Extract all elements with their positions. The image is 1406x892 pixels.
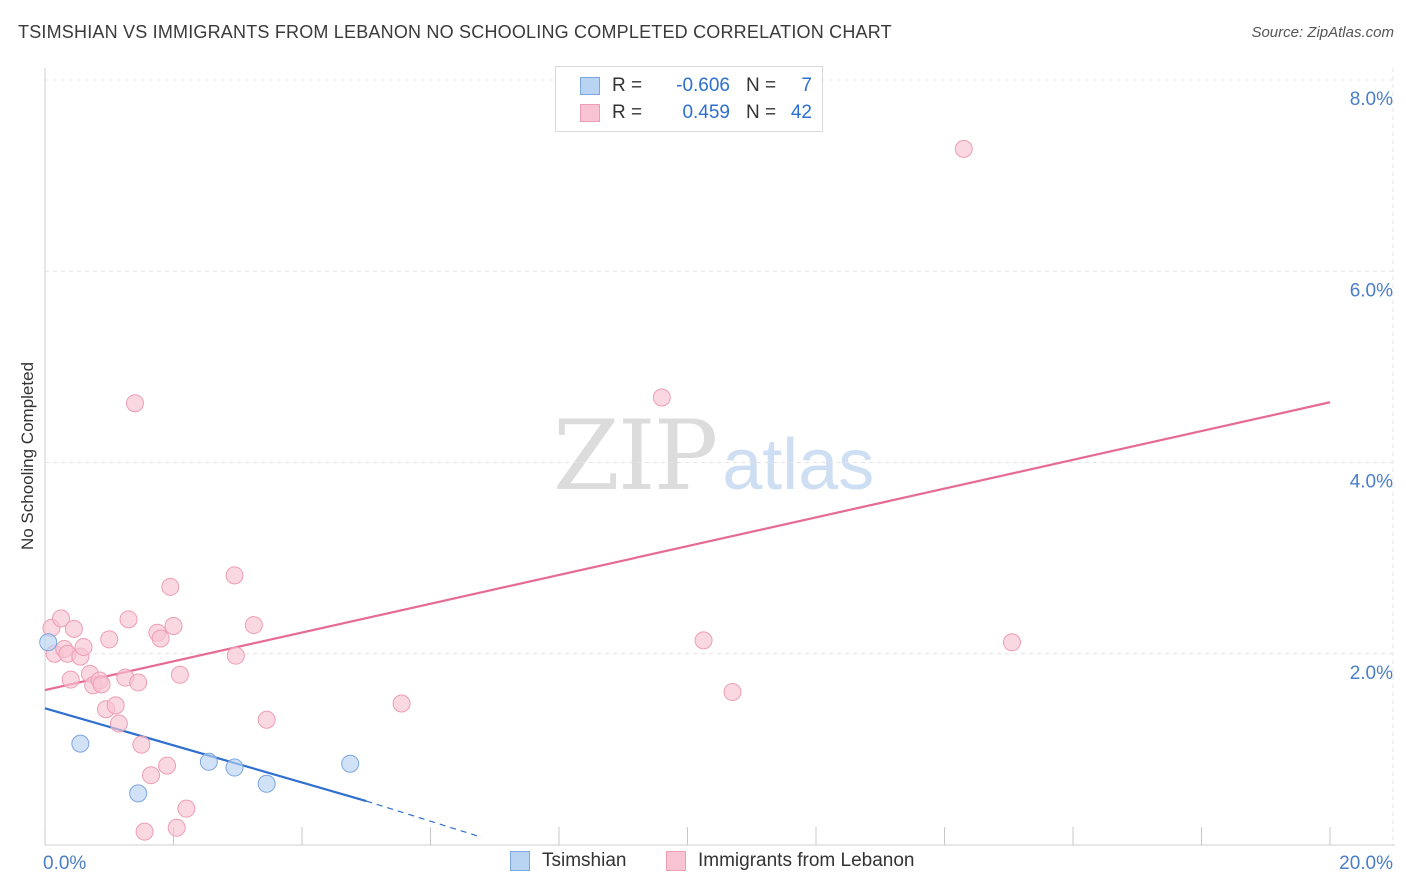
x-tick-label: 0.0% <box>43 853 86 874</box>
series-legend: Tsimshian Immigrants from Lebanon <box>0 850 1406 878</box>
data-point-lebanon <box>129 673 148 692</box>
series-legend-lebanon[interactable]: Immigrants from Lebanon <box>666 850 915 872</box>
data-point-lebanon <box>119 610 138 629</box>
data-point-lebanon <box>225 566 244 585</box>
trend-line-extension-tsimshian <box>366 800 483 838</box>
data-point-lebanon <box>257 710 276 729</box>
series-legend-tsimshian[interactable]: Tsimshian <box>510 850 626 872</box>
data-point-lebanon <box>694 631 713 650</box>
y-tick-label: 6.0% <box>1350 280 1393 301</box>
series-swatch-tsimshian <box>510 851 530 871</box>
y-tick-label: 8.0% <box>1350 89 1393 110</box>
chart-title: TSIMSHIAN VS IMMIGRANTS FROM LEBANON NO … <box>18 22 892 42</box>
data-point-lebanon <box>61 670 80 689</box>
data-point-lebanon <box>142 766 161 785</box>
series-legend-label: Immigrants from Lebanon <box>698 850 915 871</box>
data-point-lebanon <box>1002 633 1021 652</box>
data-point-tsimshian <box>39 633 58 652</box>
data-point-lebanon <box>392 694 411 713</box>
data-point-lebanon <box>52 609 71 628</box>
legend-row-tsimshian: R = -0.606 N = 7 <box>580 73 812 99</box>
series-legend-label: Tsimshian <box>542 850 627 871</box>
data-point-lebanon <box>109 714 128 733</box>
data-point-tsimshian <box>341 754 360 773</box>
legend-n-value: 7 <box>801 75 812 96</box>
data-point-tsimshian <box>129 784 148 803</box>
data-point-lebanon <box>226 646 245 665</box>
legend-swatch-lebanon <box>580 104 600 122</box>
data-point-lebanon <box>106 696 125 715</box>
data-point-lebanon <box>64 619 83 638</box>
tick-label-layer: 2.0% 4.0% 6.0% 8.0% 0.0% 20.0% <box>43 89 1393 874</box>
axis-layer <box>44 68 1395 846</box>
data-point-lebanon <box>177 799 196 818</box>
data-point-tsimshian <box>225 758 244 777</box>
legend-row-lebanon: R = 0.459 N = 42 <box>580 100 812 126</box>
series-swatch-lebanon <box>666 851 686 871</box>
data-point-lebanon <box>92 675 111 694</box>
legend-r-label: R = <box>612 102 643 123</box>
data-point-lebanon <box>244 616 263 635</box>
data-point-lebanon <box>151 629 170 648</box>
legend-r-label: R = <box>612 75 643 96</box>
data-point-lebanon <box>132 735 151 754</box>
data-point-tsimshian <box>71 734 90 753</box>
data-point-lebanon <box>954 139 973 158</box>
data-point-tsimshian <box>257 774 276 793</box>
points-layer <box>39 139 1021 841</box>
legend-n-value: 42 <box>790 102 812 123</box>
data-point-lebanon <box>170 665 189 684</box>
data-point-tsimshian <box>199 752 218 771</box>
y-tick-label: 4.0% <box>1350 472 1393 493</box>
data-point-lebanon <box>167 818 186 837</box>
y-tick-label: 2.0% <box>1350 663 1393 684</box>
data-point-lebanon <box>74 638 93 657</box>
correlation-legend: R = -0.606 N = 7 R = 0.459 N = 42 <box>555 66 823 132</box>
grid-layer <box>45 68 1395 845</box>
legend-swatch-tsimshian <box>580 77 600 95</box>
data-point-lebanon <box>652 388 671 407</box>
data-point-lebanon <box>125 394 144 413</box>
x-tick-label: 20.0% <box>1339 853 1393 874</box>
legend-r-value: -0.606 <box>676 75 730 96</box>
legend-r-value: 0.459 <box>682 102 730 123</box>
chart-source: Source: ZipAtlas.com <box>1251 24 1394 41</box>
data-point-lebanon <box>100 630 119 649</box>
data-point-lebanon <box>161 577 180 596</box>
legend-n-label: N = <box>746 75 777 96</box>
data-point-lebanon <box>158 756 177 775</box>
data-point-lebanon <box>164 617 183 636</box>
legend-n-label: N = <box>746 102 777 123</box>
data-point-lebanon <box>723 683 742 701</box>
trend-line-lebanon <box>44 401 1331 692</box>
data-point-lebanon <box>135 822 154 841</box>
